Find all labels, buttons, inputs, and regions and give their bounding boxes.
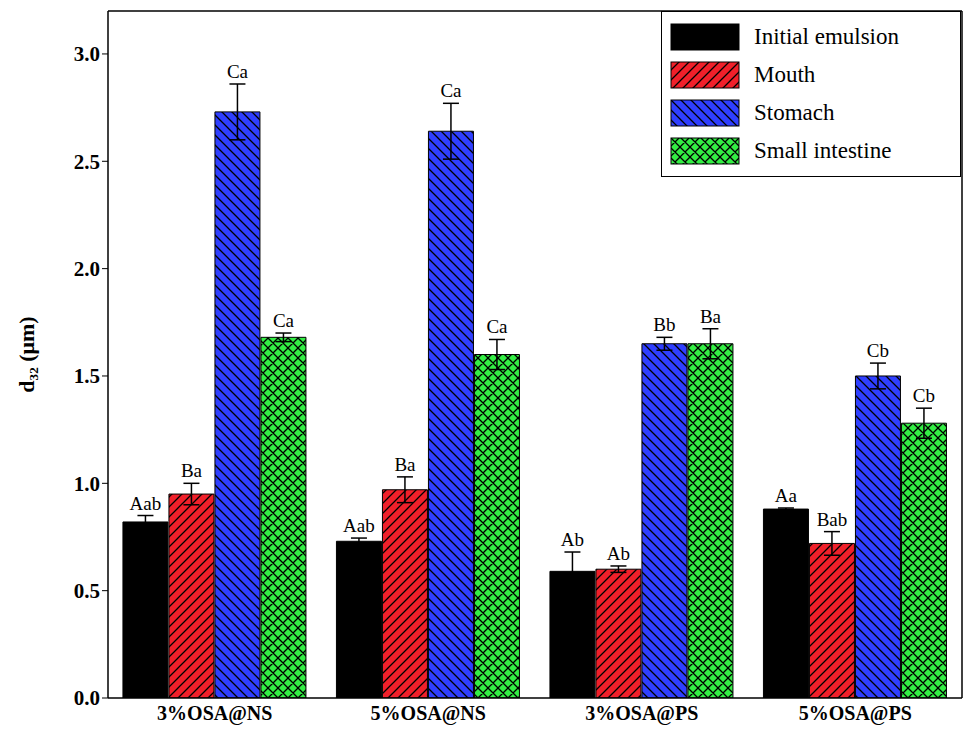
svg-text:Ba: Ba	[700, 306, 722, 327]
svg-text:Cb: Cb	[913, 385, 935, 406]
svg-text:2.0: 2.0	[74, 257, 100, 281]
svg-text:3%OSA@PS: 3%OSA@PS	[585, 702, 698, 725]
html-text:Stomach: Stomach	[754, 100, 835, 125]
svg-text:5%OSA@NS: 5%OSA@NS	[371, 702, 486, 725]
svg-text:1.5: 1.5	[74, 364, 100, 388]
svg-text:d₃₂ (μm): d₃₂ (μm)	[14, 316, 39, 392]
svg-text:Bb: Bb	[653, 314, 675, 335]
svg-text:3.0: 3.0	[74, 42, 100, 66]
svg-text:Ca: Ca	[440, 80, 462, 101]
svg-text:Aa: Aa	[775, 485, 798, 506]
svg-text:2.5: 2.5	[74, 150, 100, 174]
svg-text:Aab: Aab	[130, 493, 162, 514]
svg-text:Ab: Ab	[607, 543, 630, 564]
svg-text:Aab: Aab	[343, 515, 375, 536]
svg-text:5%OSA@PS: 5%OSA@PS	[799, 702, 912, 725]
svg-text:0.0: 0.0	[74, 686, 100, 710]
html-text:Initial emulsion: Initial emulsion	[754, 24, 899, 49]
svg-text:Ca: Ca	[486, 316, 508, 337]
svg-text:Ab: Ab	[561, 529, 584, 550]
svg-text:Ba: Ba	[181, 460, 203, 481]
svg-text:Cb: Cb	[867, 340, 889, 361]
svg-text:3%OSA@NS: 3%OSA@NS	[157, 702, 272, 725]
html-text:Small intestine: Small intestine	[754, 138, 892, 163]
svg-text:Ca: Ca	[273, 310, 295, 331]
svg-text:Bab: Bab	[817, 509, 848, 530]
svg-text:Ba: Ba	[394, 454, 416, 475]
svg-text:0.5: 0.5	[74, 579, 100, 603]
svg-text:1.0: 1.0	[74, 472, 100, 496]
html-text:Mouth: Mouth	[754, 62, 816, 87]
svg-text:Ca: Ca	[227, 61, 249, 82]
